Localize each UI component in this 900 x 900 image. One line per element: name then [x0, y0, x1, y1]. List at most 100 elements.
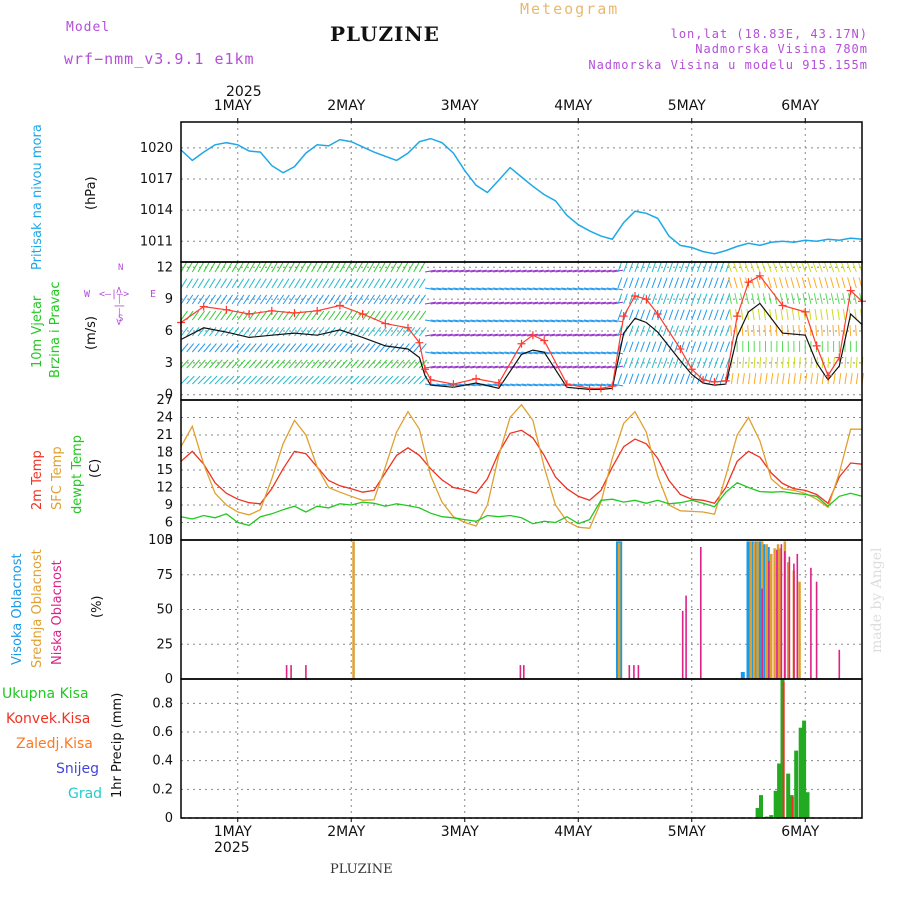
wind-arrow	[801, 277, 806, 289]
wind-arrow	[373, 278, 381, 289]
wind-arrow	[504, 269, 516, 273]
wind-arrow	[271, 294, 279, 305]
wind-arrow	[628, 357, 634, 369]
wind-arrow	[265, 278, 273, 289]
wind-arrow	[260, 343, 268, 353]
wind-arrow	[203, 310, 211, 321]
wind-arrow	[441, 383, 453, 387]
wind-arrow	[237, 278, 245, 289]
wind-arrow	[379, 326, 387, 337]
wind-arrow	[849, 324, 852, 337]
wind-arrow	[510, 269, 522, 273]
wind-arrow	[209, 375, 218, 385]
wind-arrow	[702, 373, 708, 385]
wind-arrow	[623, 261, 628, 273]
wind-arrow	[424, 351, 436, 355]
low-cloud-bar	[290, 665, 292, 679]
wind-arrow	[708, 357, 713, 369]
dewpt-line	[180, 482, 863, 527]
wind-arrow	[214, 278, 222, 289]
wind-arrow	[549, 365, 561, 369]
wind-arrow	[476, 351, 487, 355]
wind-arrow	[470, 333, 482, 337]
wind-arrow	[180, 310, 188, 321]
wind-arrow	[555, 365, 567, 369]
wind-arrow	[623, 373, 628, 385]
wind-arrow	[708, 293, 713, 305]
wind-arrow	[226, 343, 234, 353]
wind-arrow	[600, 287, 612, 291]
y-tick-label: 0.8	[152, 696, 173, 711]
y-tick-label: 24	[156, 411, 173, 426]
wind-arrow	[220, 343, 229, 353]
wind-arrow	[498, 269, 510, 273]
wind-arrow	[470, 351, 482, 355]
legend-hail: Grad	[68, 786, 103, 802]
wind-arrow	[761, 261, 766, 273]
wind-arrow	[265, 326, 274, 337]
top-date-label: 2MAY	[327, 98, 366, 114]
wind-arrow	[390, 262, 397, 273]
wind-arrow	[316, 310, 325, 321]
panel-frames	[180, 121, 863, 819]
wind-arrow	[390, 326, 399, 337]
wind-arrow	[464, 333, 476, 337]
wind-arrow	[243, 343, 251, 353]
wind-arrow	[305, 294, 313, 305]
wind-arrow	[679, 293, 685, 305]
wind-arrow	[595, 333, 607, 337]
wind-arrow	[493, 365, 505, 369]
low-cloud-bar	[796, 553, 799, 679]
wind-arrow	[617, 373, 623, 385]
wind-arrow	[657, 341, 662, 353]
wind-arrow	[685, 373, 691, 385]
wind-arrow	[487, 383, 499, 387]
wind-arrow	[645, 341, 651, 353]
wind-arrow	[356, 359, 365, 369]
wind-arrow	[197, 326, 206, 337]
wind-arrow	[527, 351, 539, 355]
wind-arrow	[532, 365, 544, 369]
wind-arrow	[572, 269, 584, 273]
low-cloud-bar	[788, 556, 791, 679]
wind-arrow	[549, 333, 561, 337]
y-tick-label: 9	[165, 292, 173, 307]
wind-arrow	[209, 359, 218, 369]
wind-arrow	[458, 319, 470, 323]
wind-arrow	[623, 277, 628, 289]
wind-arrow	[825, 309, 829, 321]
altitude: Nadmorska Visina 780m	[695, 42, 868, 56]
wind-arrow	[498, 301, 510, 305]
wind-arrow	[829, 261, 835, 273]
mid-cloud-bar	[776, 544, 780, 679]
wind-arrow	[180, 326, 189, 337]
low-cloud-bar	[761, 588, 763, 679]
wind-arrow	[772, 261, 778, 273]
wind-arrow	[544, 287, 556, 291]
wind-arrow	[339, 278, 347, 289]
wind-arrow	[813, 293, 818, 305]
wind-arrow	[779, 277, 784, 289]
total-precip-bar	[794, 750, 799, 818]
wind-arrow	[277, 294, 285, 305]
wind-arrow	[498, 287, 510, 291]
wind-arrow	[600, 333, 612, 337]
wind-arrow	[521, 333, 533, 337]
wind-arrow	[527, 269, 539, 273]
wind-arrow	[810, 373, 813, 385]
wind-arrow	[441, 301, 453, 305]
gust-marker	[528, 331, 537, 340]
gust-marker	[585, 384, 594, 393]
wind-arrow	[538, 287, 550, 291]
wind-arrow	[186, 294, 194, 305]
gust-marker	[313, 306, 322, 315]
wind-arrow	[679, 325, 685, 337]
wind-arrow	[617, 309, 623, 321]
y-tick-label: 0	[165, 388, 173, 403]
wind-arrow	[237, 343, 246, 353]
wind-arrow	[367, 310, 376, 321]
wind-arrow	[796, 277, 801, 289]
y-tick-label: 9	[165, 498, 173, 513]
wind-arrow	[600, 383, 612, 387]
wind-arrow	[220, 262, 227, 273]
